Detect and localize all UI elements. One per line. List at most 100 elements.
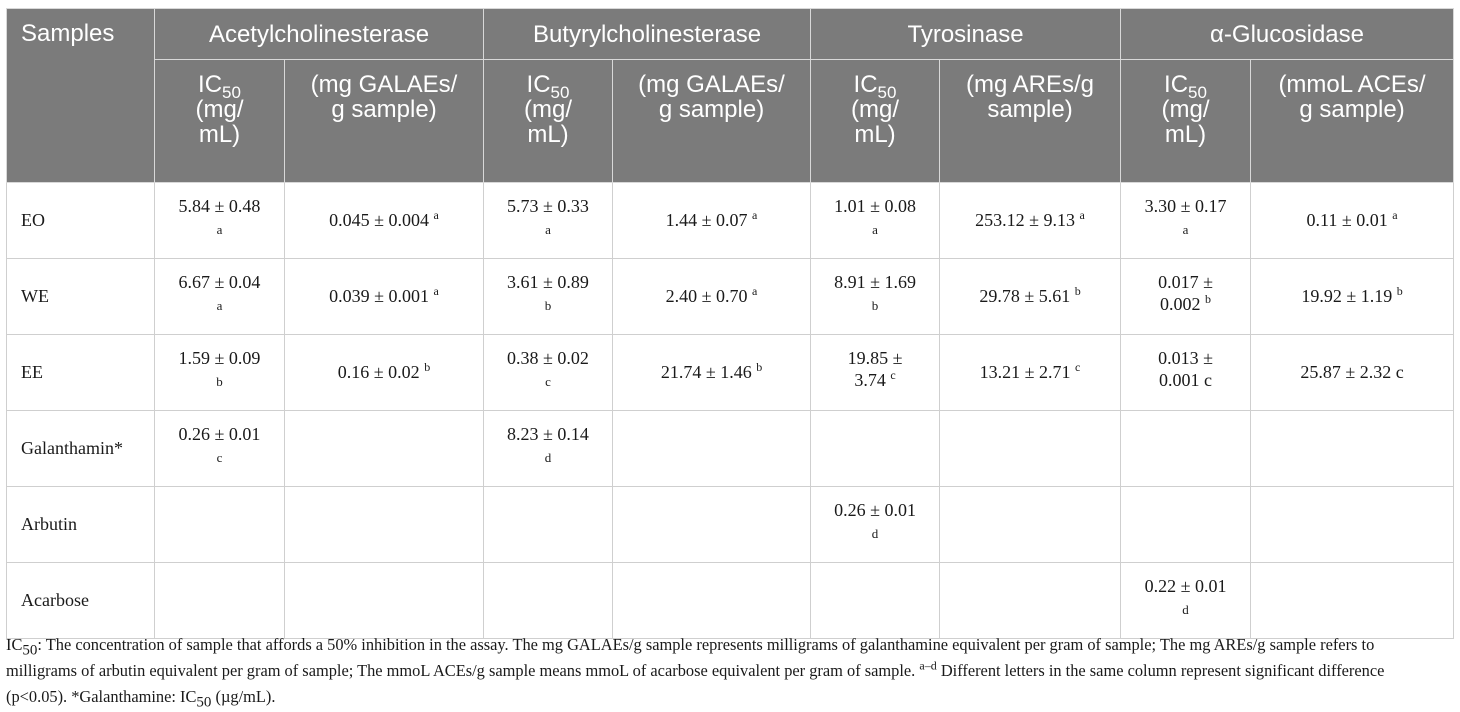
cell-value-line2: d [871, 526, 879, 541]
table-footnote: IC50: The concentration of sample that a… [6, 632, 1446, 710]
sample-name: EO [6, 182, 155, 259]
header-equivalent-1: (mg GALAEs/g sample) [611, 59, 812, 183]
sample-name: Arbutin [6, 486, 155, 563]
cell-value: 6.67 ± 0.04 [178, 272, 261, 292]
cell-value-line2: 3.74 [854, 370, 886, 390]
sample-name: WE [6, 258, 155, 335]
data-cell: 25.87 ± 2.32 c [1250, 334, 1455, 411]
cell-value: 0.013 ± [1158, 348, 1213, 368]
cell-value: 1.59 ± 0.09 [178, 348, 261, 368]
header-group-tyrosinase: Tyrosinase [810, 8, 1122, 60]
data-cell: 8.23 ± 0.14 d [483, 410, 613, 487]
cell-value-line2: b [544, 298, 552, 313]
ic-label: IC [526, 71, 551, 98]
ic-unit-line1: (mg/ [524, 96, 572, 123]
cell-significance: b [424, 360, 431, 374]
cell-value-line2: a [1182, 222, 1189, 237]
data-cell [483, 486, 613, 563]
footnote-superscript: a–d [919, 658, 937, 673]
data-cell: 0.26 ± 0.01 c [154, 410, 285, 487]
cell-value-line2: d [1182, 602, 1189, 617]
header-equivalent-3: (mmoL ACEs/g sample) [1250, 59, 1455, 183]
data-cell [810, 562, 941, 639]
cell-value: 3.61 ± 0.89 [507, 272, 589, 292]
header-equivalent-0: (mg GALAEs/g sample) [284, 59, 484, 183]
ic-label: IC [198, 71, 223, 98]
data-cell: 1.44 ± 0.07 a [611, 182, 812, 259]
cell-significance: a [752, 284, 758, 298]
footnote-text-1: : The concentration of sample that affor… [6, 635, 1375, 680]
ic-unit-line2: mL) [1164, 121, 1207, 148]
cell-value: 0.38 ± 0.02 [507, 348, 589, 368]
cell-value: 0.045 ± 0.004 [329, 210, 430, 230]
data-cell [483, 562, 613, 639]
footnote-ic-sub: 50 [22, 642, 38, 659]
data-cell [1120, 486, 1252, 563]
header-group-ache: Acetylcholinesterase [154, 8, 484, 60]
cell-value: 0.22 ± 0.01 [1144, 576, 1227, 596]
cell-value: 0.26 ± 0.01 [178, 424, 261, 444]
eq-unit-line1: (mg GALAEs/ [310, 71, 458, 98]
cell-value: 0.11 ± 0.01 [1306, 210, 1388, 230]
enzyme-inhibition-table: Samples Acetylcholinesterase Butyrylchol… [6, 8, 1455, 639]
data-cell [939, 562, 1122, 639]
data-cell: 13.21 ± 2.71 c [939, 334, 1122, 411]
data-cell: 0.26 ± 0.01 d [810, 486, 941, 563]
cell-value: 8.91 ± 1.69 [834, 272, 916, 292]
data-cell: 0.045 ± 0.004 a [284, 182, 484, 259]
cell-value: 3.30 ± 0.17 [1144, 196, 1227, 216]
cell-significance: b [1074, 284, 1081, 298]
data-cell: 5.84 ± 0.48 a [154, 182, 285, 259]
data-cell [284, 562, 484, 639]
cell-value: 1.44 ± 0.07 [665, 210, 748, 230]
ic-unit-line2: mL) [854, 121, 896, 148]
header-ic50-1: IC50 (mg/mL) [483, 59, 613, 183]
cell-value-line2: a [216, 222, 223, 237]
cell-value: 0.26 ± 0.01 [834, 500, 916, 520]
cell-value: 21.74 ± 1.46 [660, 362, 752, 382]
cell-significance: c [890, 368, 896, 382]
cell-value: 0.017 ± [1158, 272, 1213, 292]
ic-unit-line1: (mg/ [851, 96, 900, 123]
cell-value: 19.92 ± 1.19 [1301, 286, 1393, 306]
ic-label: IC [1164, 71, 1189, 98]
results-table-container: Samples Acetylcholinesterase Butyrylchol… [6, 8, 1455, 639]
eq-unit-line2: sample) [987, 96, 1073, 123]
header-equivalent-2: (mg AREs/g sample) [939, 59, 1122, 183]
data-cell: 6.67 ± 0.04 a [154, 258, 285, 335]
cell-value: 0.16 ± 0.02 [337, 362, 420, 382]
data-cell: 0.039 ± 0.001 a [284, 258, 484, 335]
data-cell [1250, 562, 1455, 639]
data-cell: 1.59 ± 0.09 b [154, 334, 285, 411]
eq-unit-line2: g sample) [331, 96, 437, 123]
cell-value: 29.78 ± 5.61 [979, 286, 1071, 306]
eq-unit-line2: g sample) [658, 96, 765, 123]
cell-value: 2.40 ± 0.70 [665, 286, 748, 306]
cell-value-line2: a [545, 222, 551, 237]
data-cell: 0.013 ±0.001 c [1120, 334, 1252, 411]
data-cell [939, 410, 1122, 487]
data-cell: 29.78 ± 5.61 b [939, 258, 1122, 335]
table-row: Arbutin 0.26 ± 0.01 d [6, 486, 1455, 563]
data-cell [284, 486, 484, 563]
eq-unit-line2: g sample) [1299, 96, 1405, 123]
cell-value: 8.23 ± 0.14 [507, 424, 589, 444]
sample-name: Galanthamin* [6, 410, 155, 487]
header-ic50-2: IC50 (mg/mL) [810, 59, 941, 183]
table-row: Acarbose 0.22 ± 0.01 d [6, 562, 1455, 639]
eq-unit-line1: (mg AREs/g [965, 71, 1095, 98]
footnote-ic: IC [6, 635, 23, 654]
cell-value-line2: 0.002 [1160, 294, 1201, 314]
cell-value-line2: b [871, 298, 879, 313]
cell-value: 13.21 ± 2.71 [979, 362, 1071, 382]
cell-value: 5.84 ± 0.48 [178, 196, 261, 216]
cell-value-line2: 0.001 c [1159, 370, 1213, 390]
data-cell: 3.61 ± 0.89 b [483, 258, 613, 335]
cell-significance: c [1075, 360, 1081, 374]
cell-value-line2: b [216, 374, 223, 389]
eq-unit-line1: (mg GALAEs/ [638, 71, 785, 98]
header-ic50-3: IC50 (mg/mL) [1120, 59, 1252, 183]
cell-value-line2: d [544, 450, 552, 465]
table-row: EE 1.59 ± 0.09 b 0.16 ± 0.02 b 0.38 ± 0.02 c 2… [6, 334, 1455, 411]
data-cell: 21.74 ± 1.46 b [611, 334, 812, 411]
